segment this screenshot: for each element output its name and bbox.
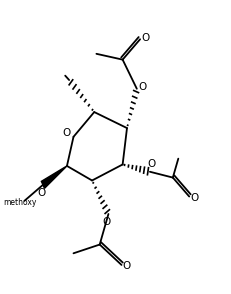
Text: O: O	[191, 193, 199, 203]
Text: O: O	[123, 261, 131, 271]
Text: O: O	[102, 217, 110, 227]
Text: O: O	[148, 159, 156, 169]
Text: O: O	[139, 82, 147, 92]
Polygon shape	[41, 166, 67, 188]
Text: O: O	[38, 188, 46, 198]
Text: methoxy: methoxy	[3, 198, 36, 207]
Text: O: O	[63, 128, 71, 138]
Text: O: O	[141, 33, 150, 43]
